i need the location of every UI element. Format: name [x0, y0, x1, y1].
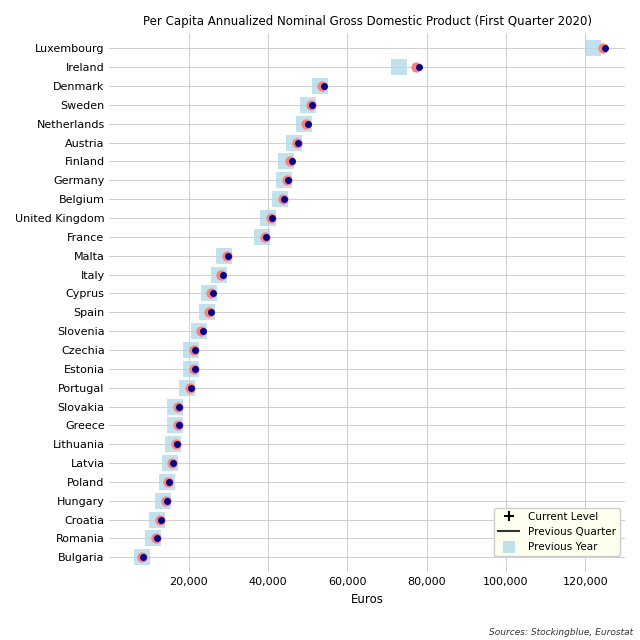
Point	[207, 288, 218, 298]
Point	[266, 213, 276, 223]
Point	[138, 552, 148, 563]
Point	[222, 251, 232, 261]
Point	[158, 495, 168, 506]
Point	[303, 100, 313, 110]
Point	[598, 44, 608, 54]
Point	[279, 194, 289, 204]
Point	[164, 477, 174, 487]
Point	[186, 383, 196, 393]
Point	[170, 401, 180, 412]
Title: Per Capita Annualized Nominal Gross Domestic Product (First Quarter 2020): Per Capita Annualized Nominal Gross Dome…	[143, 15, 592, 28]
Point	[152, 533, 162, 543]
Point	[204, 307, 214, 317]
Point	[261, 232, 271, 242]
Point	[152, 515, 162, 525]
Point	[156, 515, 166, 525]
Point	[137, 552, 147, 563]
Point	[204, 288, 214, 298]
Point	[319, 81, 329, 92]
Point	[394, 62, 404, 72]
Point	[189, 345, 200, 355]
Point	[172, 439, 182, 449]
Point	[299, 118, 309, 129]
Point	[410, 62, 420, 72]
Point	[186, 345, 196, 355]
Point	[163, 477, 173, 487]
Point	[166, 458, 177, 468]
Point	[307, 100, 317, 110]
Point	[220, 251, 230, 261]
Point	[171, 439, 181, 449]
Point	[137, 552, 147, 563]
Point	[168, 439, 178, 449]
Point	[292, 138, 302, 148]
Point	[198, 326, 208, 336]
Point	[162, 477, 172, 487]
Point	[182, 383, 192, 393]
Point	[173, 420, 183, 431]
Point	[600, 44, 611, 54]
Point	[164, 458, 175, 468]
Point	[317, 81, 327, 92]
Point	[275, 194, 285, 204]
Point	[267, 213, 277, 223]
Point	[174, 420, 184, 431]
Point	[202, 307, 212, 317]
Point	[170, 420, 180, 431]
Point	[151, 533, 161, 543]
Point	[206, 288, 216, 298]
Point	[283, 175, 293, 186]
Point	[223, 251, 234, 261]
Point	[148, 533, 158, 543]
Point	[314, 81, 324, 92]
Point	[196, 326, 207, 336]
Point	[413, 62, 424, 72]
Point	[174, 401, 184, 412]
Point	[188, 364, 198, 374]
Point	[161, 495, 171, 506]
Point	[285, 156, 295, 166]
Point	[216, 269, 227, 280]
Point	[257, 232, 268, 242]
Point	[278, 194, 288, 204]
Point	[263, 213, 273, 223]
Point	[306, 100, 316, 110]
Point	[205, 307, 216, 317]
Point	[168, 458, 178, 468]
Point	[292, 138, 303, 148]
Point	[186, 364, 196, 374]
Point	[193, 326, 204, 336]
Point	[301, 118, 311, 129]
Legend: Current Level, Previous Quarter, Previous Year: Current Level, Previous Quarter, Previou…	[494, 508, 620, 556]
Point	[282, 175, 292, 186]
Point	[289, 138, 299, 148]
Point	[213, 269, 223, 280]
Point	[189, 364, 200, 374]
Point	[287, 156, 297, 166]
Point	[588, 44, 598, 54]
Point	[281, 156, 291, 166]
Point	[188, 345, 198, 355]
X-axis label: Euros: Euros	[351, 593, 384, 606]
Point	[303, 118, 313, 129]
Point	[155, 515, 165, 525]
Point	[184, 383, 195, 393]
Point	[260, 232, 270, 242]
Point	[279, 175, 289, 186]
Point	[218, 269, 228, 280]
Point	[173, 401, 183, 412]
Text: Sources: Stockingblue, Eurostat: Sources: Stockingblue, Eurostat	[490, 628, 634, 637]
Point	[162, 495, 172, 506]
